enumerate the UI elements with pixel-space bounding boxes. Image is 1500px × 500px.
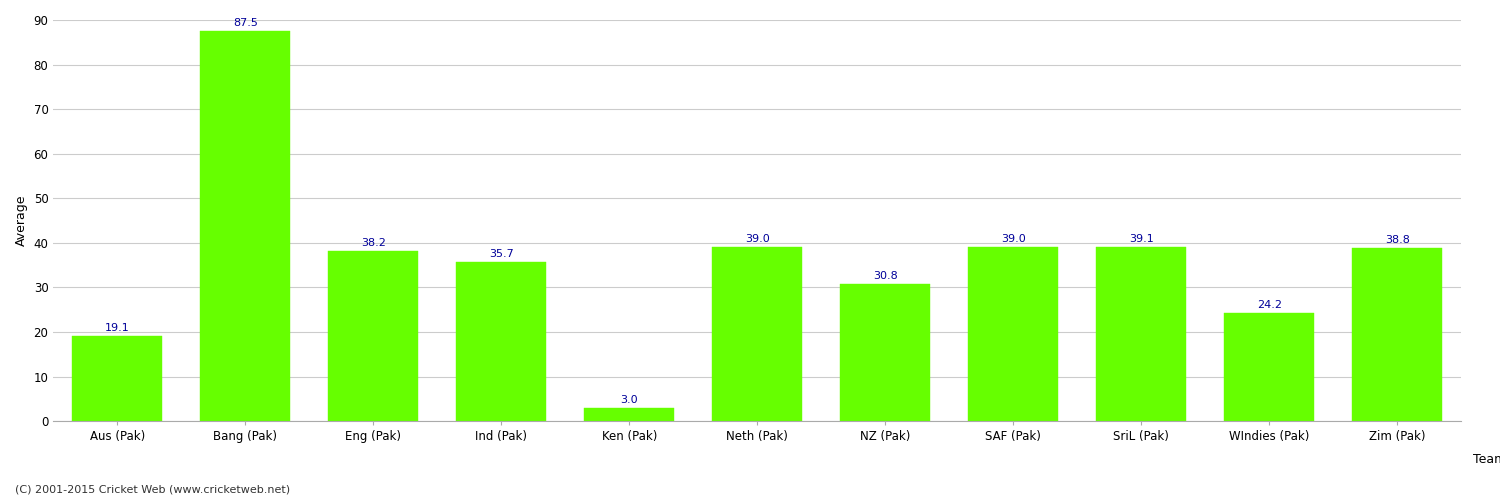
Y-axis label: Average: Average [15, 195, 28, 246]
Text: 19.1: 19.1 [105, 323, 129, 333]
Bar [1353, 248, 1442, 421]
Text: 38.8: 38.8 [1384, 235, 1410, 245]
Text: 24.2: 24.2 [1257, 300, 1282, 310]
Bar [969, 248, 1058, 421]
Text: 39.0: 39.0 [1000, 234, 1026, 244]
Text: 35.7: 35.7 [489, 249, 513, 259]
Bar [328, 251, 419, 421]
Text: (C) 2001-2015 Cricket Web (www.cricketweb.net): (C) 2001-2015 Cricket Web (www.cricketwe… [15, 485, 290, 495]
Bar [840, 284, 930, 421]
Bar [585, 408, 674, 421]
Text: 3.0: 3.0 [621, 394, 638, 404]
Bar [1096, 247, 1186, 421]
Bar [712, 248, 803, 421]
Text: 87.5: 87.5 [232, 18, 258, 28]
Text: 39.1: 39.1 [1130, 234, 1154, 244]
Bar [1224, 314, 1314, 421]
Bar [456, 262, 546, 421]
X-axis label: Team: Team [1473, 454, 1500, 466]
Text: 30.8: 30.8 [873, 271, 897, 281]
Text: 39.0: 39.0 [746, 234, 770, 244]
Text: 38.2: 38.2 [362, 238, 386, 248]
Bar [201, 31, 290, 421]
Bar [72, 336, 162, 421]
